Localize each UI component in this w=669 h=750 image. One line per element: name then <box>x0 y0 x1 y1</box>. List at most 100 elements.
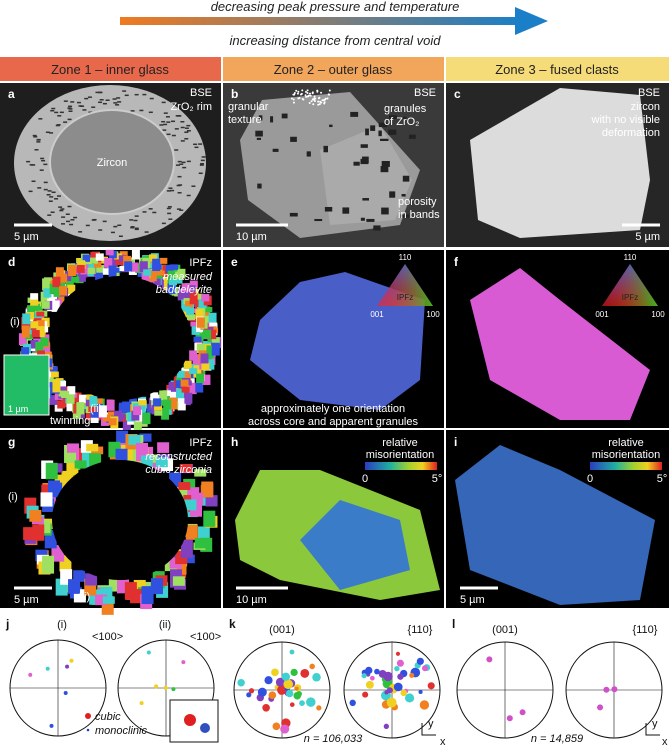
granule <box>312 103 315 106</box>
pore <box>362 198 369 201</box>
scale-label: 5 µm <box>14 231 39 243</box>
grain <box>102 414 111 422</box>
texture <box>117 101 122 103</box>
granule <box>328 93 331 96</box>
texture <box>105 99 110 101</box>
granule <box>298 97 301 100</box>
texture <box>133 219 138 222</box>
texture <box>76 101 81 104</box>
grain <box>86 443 99 452</box>
count: n = 14,859 <box>531 733 583 745</box>
texture <box>43 163 48 166</box>
grain <box>208 329 217 340</box>
texture <box>200 163 205 165</box>
grain <box>171 286 180 296</box>
granule <box>290 97 293 100</box>
inset <box>3 354 50 416</box>
grain <box>85 573 98 586</box>
panel-label: g <box>8 435 15 449</box>
zone-title: Zone 1 – inner glass <box>51 62 169 77</box>
grain <box>169 398 178 410</box>
grain <box>73 570 86 582</box>
granule <box>316 89 319 92</box>
grain <box>71 276 80 283</box>
annotation: across core and apparent granules <box>248 416 418 428</box>
legend-marker <box>86 728 90 732</box>
axis-label: x <box>662 736 668 748</box>
texture <box>193 143 198 146</box>
grain <box>178 482 191 490</box>
texture <box>56 195 61 197</box>
pole-point <box>181 660 186 665</box>
grain <box>152 277 161 290</box>
legend-label: monoclinic <box>95 725 147 737</box>
grain <box>203 329 212 339</box>
grain <box>189 280 198 288</box>
grain <box>170 264 179 270</box>
texture <box>31 180 36 183</box>
annotation: (ii) <box>78 591 90 603</box>
pore <box>362 156 369 164</box>
axis-label: y <box>652 718 658 730</box>
grain <box>204 306 213 313</box>
grain <box>45 376 54 381</box>
grain <box>78 394 87 404</box>
pole-point <box>300 668 310 678</box>
grain <box>40 337 49 347</box>
grain <box>187 285 196 294</box>
grain <box>122 419 131 432</box>
texture <box>166 133 171 136</box>
texture <box>68 105 73 108</box>
misorientation-map <box>455 445 655 605</box>
grain <box>201 362 210 371</box>
pole-point <box>380 690 391 701</box>
grain <box>157 442 170 453</box>
grain <box>94 398 103 404</box>
texture <box>82 109 87 111</box>
pole-point <box>139 701 144 706</box>
grain <box>176 370 185 378</box>
grain <box>182 306 191 312</box>
pore <box>350 111 359 117</box>
grain <box>30 293 39 303</box>
texture <box>87 96 92 98</box>
texture <box>59 111 64 114</box>
grain <box>60 569 73 585</box>
texture <box>49 196 54 198</box>
granule <box>323 102 326 105</box>
pole-point <box>404 693 415 703</box>
legend-marker <box>85 713 91 719</box>
pore <box>281 113 288 119</box>
granule <box>313 95 316 98</box>
colorbar-label: 5° <box>657 473 668 485</box>
zircon-clast <box>470 88 650 238</box>
grain <box>179 464 192 472</box>
granule <box>308 102 311 105</box>
grain <box>108 418 117 426</box>
pole-point <box>394 666 400 672</box>
texture <box>166 207 171 210</box>
pole-point <box>419 700 430 710</box>
grain <box>102 268 111 275</box>
porosity <box>255 89 416 231</box>
texture <box>61 216 66 218</box>
texture <box>63 100 68 102</box>
orientation-map <box>250 272 425 410</box>
grain <box>68 579 81 594</box>
grain <box>118 255 127 262</box>
texture <box>184 127 189 129</box>
grain <box>42 278 51 291</box>
granule <box>301 89 304 92</box>
grain <box>195 309 204 319</box>
texture <box>43 181 48 184</box>
key-label: 100 <box>426 310 440 319</box>
pore <box>380 166 389 173</box>
texture <box>134 228 139 231</box>
grain <box>30 321 39 329</box>
grain <box>31 303 40 310</box>
texture <box>78 231 83 233</box>
texture <box>99 99 104 101</box>
grain <box>183 360 192 369</box>
grain <box>59 273 68 283</box>
key-triangle <box>602 264 658 306</box>
